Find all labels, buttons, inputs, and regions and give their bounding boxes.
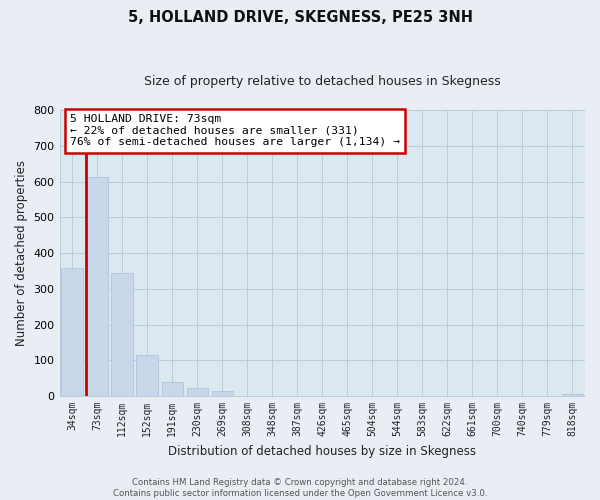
X-axis label: Distribution of detached houses by size in Skegness: Distribution of detached houses by size … (168, 444, 476, 458)
Bar (187, 388, 208, 396)
Bar (112, 274, 133, 396)
Y-axis label: Number of detached properties: Number of detached properties (15, 160, 28, 346)
Text: 5, HOLLAND DRIVE, SKEGNESS, PE25 3NH: 5, HOLLAND DRIVE, SKEGNESS, PE25 3NH (128, 10, 473, 25)
Text: Contains HM Land Registry data © Crown copyright and database right 2024.
Contai: Contains HM Land Registry data © Crown c… (113, 478, 487, 498)
Bar (212, 391, 233, 396)
Bar (136, 355, 158, 396)
Text: 5 HOLLAND DRIVE: 73sqm
← 22% of detached houses are smaller (331)
76% of semi-de: 5 HOLLAND DRIVE: 73sqm ← 22% of detached… (70, 114, 400, 148)
Bar (562, 394, 583, 396)
Bar (86, 176, 108, 396)
Bar (161, 382, 183, 396)
Title: Size of property relative to detached houses in Skegness: Size of property relative to detached ho… (144, 75, 500, 88)
Bar (61, 268, 83, 396)
